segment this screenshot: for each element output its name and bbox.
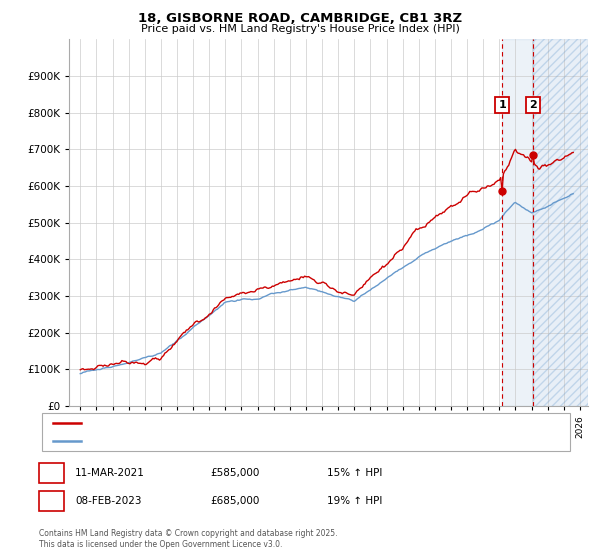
Bar xyxy=(533,39,588,406)
Bar xyxy=(533,39,588,406)
Text: 11-MAR-2021: 11-MAR-2021 xyxy=(75,468,145,478)
Text: 18, GISBORNE ROAD, CAMBRIDGE, CB1 3RZ (semi-detached house): 18, GISBORNE ROAD, CAMBRIDGE, CB1 3RZ (s… xyxy=(87,419,408,428)
Text: Price paid vs. HM Land Registry's House Price Index (HPI): Price paid vs. HM Land Registry's House … xyxy=(140,24,460,34)
Text: 2: 2 xyxy=(529,100,537,110)
Text: £685,000: £685,000 xyxy=(210,496,259,506)
Text: 1: 1 xyxy=(498,100,506,110)
Text: HPI: Average price, semi-detached house, Cambridge: HPI: Average price, semi-detached house,… xyxy=(87,437,341,446)
Bar xyxy=(502,39,533,406)
Text: 08-FEB-2023: 08-FEB-2023 xyxy=(75,496,142,506)
Text: 2: 2 xyxy=(48,496,55,506)
Text: 15% ↑ HPI: 15% ↑ HPI xyxy=(327,468,382,478)
Text: 19% ↑ HPI: 19% ↑ HPI xyxy=(327,496,382,506)
Text: 1: 1 xyxy=(48,468,55,478)
Text: £585,000: £585,000 xyxy=(210,468,259,478)
Text: Contains HM Land Registry data © Crown copyright and database right 2025.
This d: Contains HM Land Registry data © Crown c… xyxy=(39,529,337,549)
Text: 18, GISBORNE ROAD, CAMBRIDGE, CB1 3RZ: 18, GISBORNE ROAD, CAMBRIDGE, CB1 3RZ xyxy=(138,12,462,25)
